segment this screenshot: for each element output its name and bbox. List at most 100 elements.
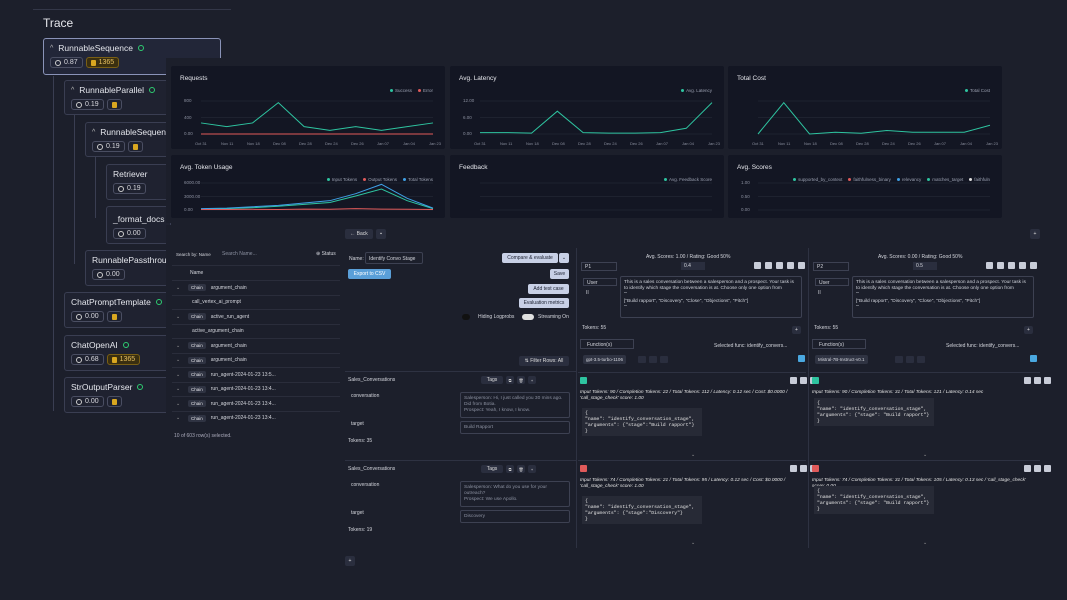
table-row[interactable]: ⌄ Chain argument_chain — [172, 280, 340, 294]
prompt-id-input[interactable]: P2 — [813, 262, 849, 271]
temperature-select[interactable]: 0.5 — [913, 262, 937, 270]
trace-node-chatopenai[interactable]: ChatOpenAI 0.68 1365 — [64, 335, 170, 371]
prompt-text[interactable]: This is a sales conversation between a s… — [620, 276, 802, 318]
rerun-icon[interactable] — [790, 465, 797, 472]
trace-node-retriever[interactable]: Retriever 0.19 — [106, 164, 171, 200]
chevron-down-icon[interactable]: ⌄ — [176, 386, 181, 392]
add-row-icon[interactable]: + — [345, 556, 355, 566]
trace-node-chatprompttemplate[interactable]: ChatPromptTemplate 0.00 — [64, 292, 170, 328]
model-badge[interactable]: gpt-3.5-turbo-1106 — [583, 355, 626, 364]
rerun-icon[interactable] — [1024, 465, 1031, 472]
add-test-case-button[interactable]: Add test case — [528, 284, 569, 294]
role-select[interactable]: User — [583, 278, 617, 286]
pause-icon[interactable]: II — [818, 290, 821, 296]
copy-icon[interactable]: ⧉ — [506, 465, 514, 473]
link-icon[interactable] — [917, 356, 925, 363]
settings-icon[interactable] — [754, 262, 761, 269]
play-icon[interactable] — [1019, 262, 1026, 269]
pause-icon[interactable]: II — [586, 290, 589, 296]
chevron-down-icon[interactable]: ⌄ — [176, 357, 181, 363]
copy-icon[interactable]: ⧉ — [506, 376, 514, 384]
table-row[interactable]: ⌄ Chain run_agent-2024-01-23 13:5... — [172, 367, 340, 381]
tags-button[interactable]: Tags — [481, 376, 503, 384]
back-button[interactable]: ← Back — [345, 229, 373, 239]
copy-icon[interactable] — [800, 465, 807, 472]
chevron-down-icon[interactable]: ⌄ — [176, 415, 181, 421]
tags-button[interactable]: Tags — [481, 465, 503, 473]
trash-icon[interactable] — [997, 262, 1004, 269]
trace-node-runnablesequence-2[interactable]: ^ RunnableSequence 0.19 — [85, 122, 175, 157]
play-icon[interactable] — [787, 262, 794, 269]
variable-icon[interactable] — [649, 356, 657, 363]
filter-rows-button[interactable]: ⇅ Filter Rows: All — [519, 356, 569, 366]
table-row[interactable]: ⌄ Chain run_agent-2024-01-23 13:4... — [172, 396, 340, 410]
chevron-up-icon[interactable]: ^ — [50, 44, 54, 52]
rerun-icon[interactable] — [790, 377, 797, 384]
status-filter[interactable]: ⊕ Status — [316, 251, 336, 257]
export-csv-button[interactable]: Export to CSV — [348, 269, 391, 279]
trace-node-runnablepassthrough[interactable]: RunnablePassthrough 0.00 — [85, 250, 176, 286]
conversation-input[interactable]: Salesperson: Hi, I just called you 30 mi… — [460, 392, 570, 418]
chevron-down-icon[interactable]: ⌄ — [559, 253, 569, 263]
close-icon[interactable] — [1030, 262, 1037, 269]
add-icon[interactable] — [776, 262, 783, 269]
expand-icon[interactable] — [1044, 465, 1051, 472]
chevron-down-icon[interactable]: ⌄ — [176, 371, 181, 378]
chevron-up-icon[interactable]: ^ — [92, 128, 96, 136]
variable-icon[interactable] — [906, 356, 914, 363]
copy-icon[interactable] — [1034, 465, 1041, 472]
evaluation-metrics-button[interactable]: Evaluation metrics — [519, 298, 569, 308]
add-icon[interactable]: + — [1030, 229, 1040, 239]
video-icon[interactable]: ▪ — [376, 229, 386, 239]
logprobs-toggle[interactable] — [462, 314, 470, 320]
selected-func[interactable]: Selected func: identify_convers... — [714, 343, 788, 349]
trash-icon[interactable]: 🗑 — [517, 465, 525, 473]
chevron-down-icon[interactable]: ⌄ — [176, 313, 181, 320]
table-row[interactable]: ⌄ Chain argument_chain — [172, 352, 340, 367]
chevron-down-icon[interactable]: ⌄ — [176, 400, 181, 407]
chevron-down-icon[interactable]: ⌄ — [176, 284, 181, 291]
copy-icon[interactable] — [1034, 377, 1041, 384]
table-row[interactable]: ⌄ Chain run_agent-2024-01-23 13:4... — [172, 410, 340, 425]
function-call-icon[interactable] — [798, 355, 805, 362]
expand-down-icon[interactable]: ⌄ — [923, 540, 928, 546]
chevron-down-icon[interactable]: ⌄ — [176, 342, 181, 349]
prompt-id-input[interactable]: P1 — [581, 262, 617, 271]
expand-down-icon[interactable]: ⌄ — [923, 452, 928, 458]
table-row[interactable]: ⌄ Chain run_agent-2024-01-23 13:4... — [172, 381, 340, 396]
name-input[interactable]: Identify Convo Stage — [365, 252, 423, 264]
conversation-input[interactable]: Salesperson: What do you use for your ou… — [460, 481, 570, 507]
add-icon[interactable]: + — [528, 376, 536, 384]
link-icon[interactable] — [660, 356, 668, 363]
target-input[interactable]: Build Rapport — [460, 421, 570, 434]
save-button[interactable]: Save — [550, 269, 569, 279]
expand-down-icon[interactable]: ⌄ — [691, 452, 696, 458]
function-call-icon[interactable] — [1030, 355, 1037, 362]
temperature-select[interactable]: 0.4 — [681, 262, 705, 270]
settings-icon[interactable] — [986, 262, 993, 269]
trace-node-format-docs[interactable]: _format_docs 0.00 — [106, 206, 171, 244]
trace-node-runnableparallel[interactable]: ^ RunnableParallel 0.19 — [64, 80, 174, 115]
compare-evaluate-button[interactable]: Compare & evaluate — [502, 253, 558, 263]
trace-node-stroutputparser[interactable]: StrOutputParser 0.00 — [64, 377, 170, 413]
role-select[interactable]: User — [815, 278, 849, 286]
expand-down-icon[interactable]: ⌄ — [691, 540, 696, 546]
chevron-up-icon[interactable]: ^ — [71, 86, 75, 94]
table-row[interactable]: active_argument_chain — [172, 323, 340, 338]
prompt-text[interactable]: This is a sales conversation between a s… — [852, 276, 1034, 318]
model-badge[interactable]: Mistral-7B-Instruct-v0.1 — [815, 355, 868, 364]
expand-icon[interactable] — [1044, 377, 1051, 384]
close-icon[interactable] — [798, 262, 805, 269]
target-input[interactable]: Discovery — [460, 510, 570, 523]
table-row[interactable]: ⌄ Chain active_run_agent — [172, 309, 340, 323]
search-input[interactable]: Search Name... — [222, 251, 257, 257]
table-row[interactable]: call_vertex_ai_prompt — [172, 294, 340, 309]
add-message-icon[interactable]: + — [792, 326, 801, 334]
add-icon[interactable] — [1008, 262, 1015, 269]
trash-icon[interactable]: 🗑 — [517, 376, 525, 384]
streaming-toggle[interactable] — [522, 314, 534, 320]
selected-func[interactable]: Selected func: identify_convers... — [946, 343, 1020, 349]
add-icon[interactable]: + — [528, 465, 536, 473]
info-icon[interactable] — [895, 356, 903, 363]
trash-icon[interactable] — [765, 262, 772, 269]
